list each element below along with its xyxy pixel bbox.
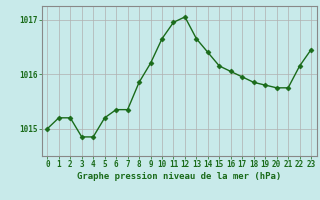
X-axis label: Graphe pression niveau de la mer (hPa): Graphe pression niveau de la mer (hPa) xyxy=(77,172,281,181)
